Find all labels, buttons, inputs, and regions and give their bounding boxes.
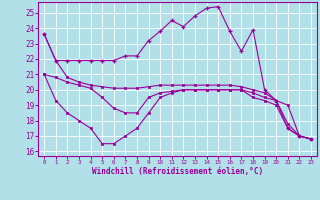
X-axis label: Windchill (Refroidissement éolien,°C): Windchill (Refroidissement éolien,°C) bbox=[92, 167, 263, 176]
